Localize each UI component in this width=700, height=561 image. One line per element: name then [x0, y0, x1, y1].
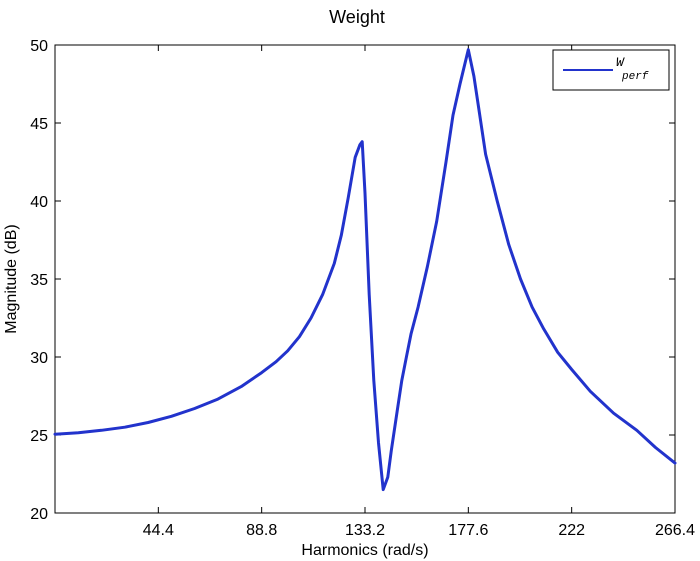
y-tick-label: 35	[30, 272, 48, 289]
legend: W perf	[552, 49, 670, 91]
y-axis-label: Magnitude (dB)	[3, 224, 20, 333]
legend-subscript: perf	[621, 71, 649, 83]
x-tick-label: 266.4	[655, 522, 695, 539]
x-tick-label: 44.4	[143, 522, 174, 539]
x-tick-label: 222	[558, 522, 585, 539]
legend-symbol: W	[616, 55, 625, 70]
plot-area	[54, 44, 676, 514]
y-tick-label: 40	[30, 194, 48, 211]
series-line-w-perf	[53, 48, 677, 492]
x-tick-label: 177.6	[448, 522, 488, 539]
chart-title: Weight	[329, 7, 385, 27]
x-axis: 44.4 88.8 133.2 177.6 222 266.4	[143, 45, 695, 539]
y-tick-label: 30	[30, 350, 48, 367]
y-tick-label: 50	[30, 38, 48, 55]
legend-label: W perf	[616, 55, 649, 83]
x-tick-label: 133.2	[345, 522, 385, 539]
y-axis: 20 25 30 35 40 45 50	[30, 38, 675, 523]
x-axis-label: Harmonics (rad/s)	[301, 542, 428, 559]
y-tick-label: 45	[30, 116, 48, 133]
y-tick-label: 20	[30, 506, 48, 523]
x-tick-label: 88.8	[246, 522, 277, 539]
y-tick-label: 25	[30, 428, 48, 445]
